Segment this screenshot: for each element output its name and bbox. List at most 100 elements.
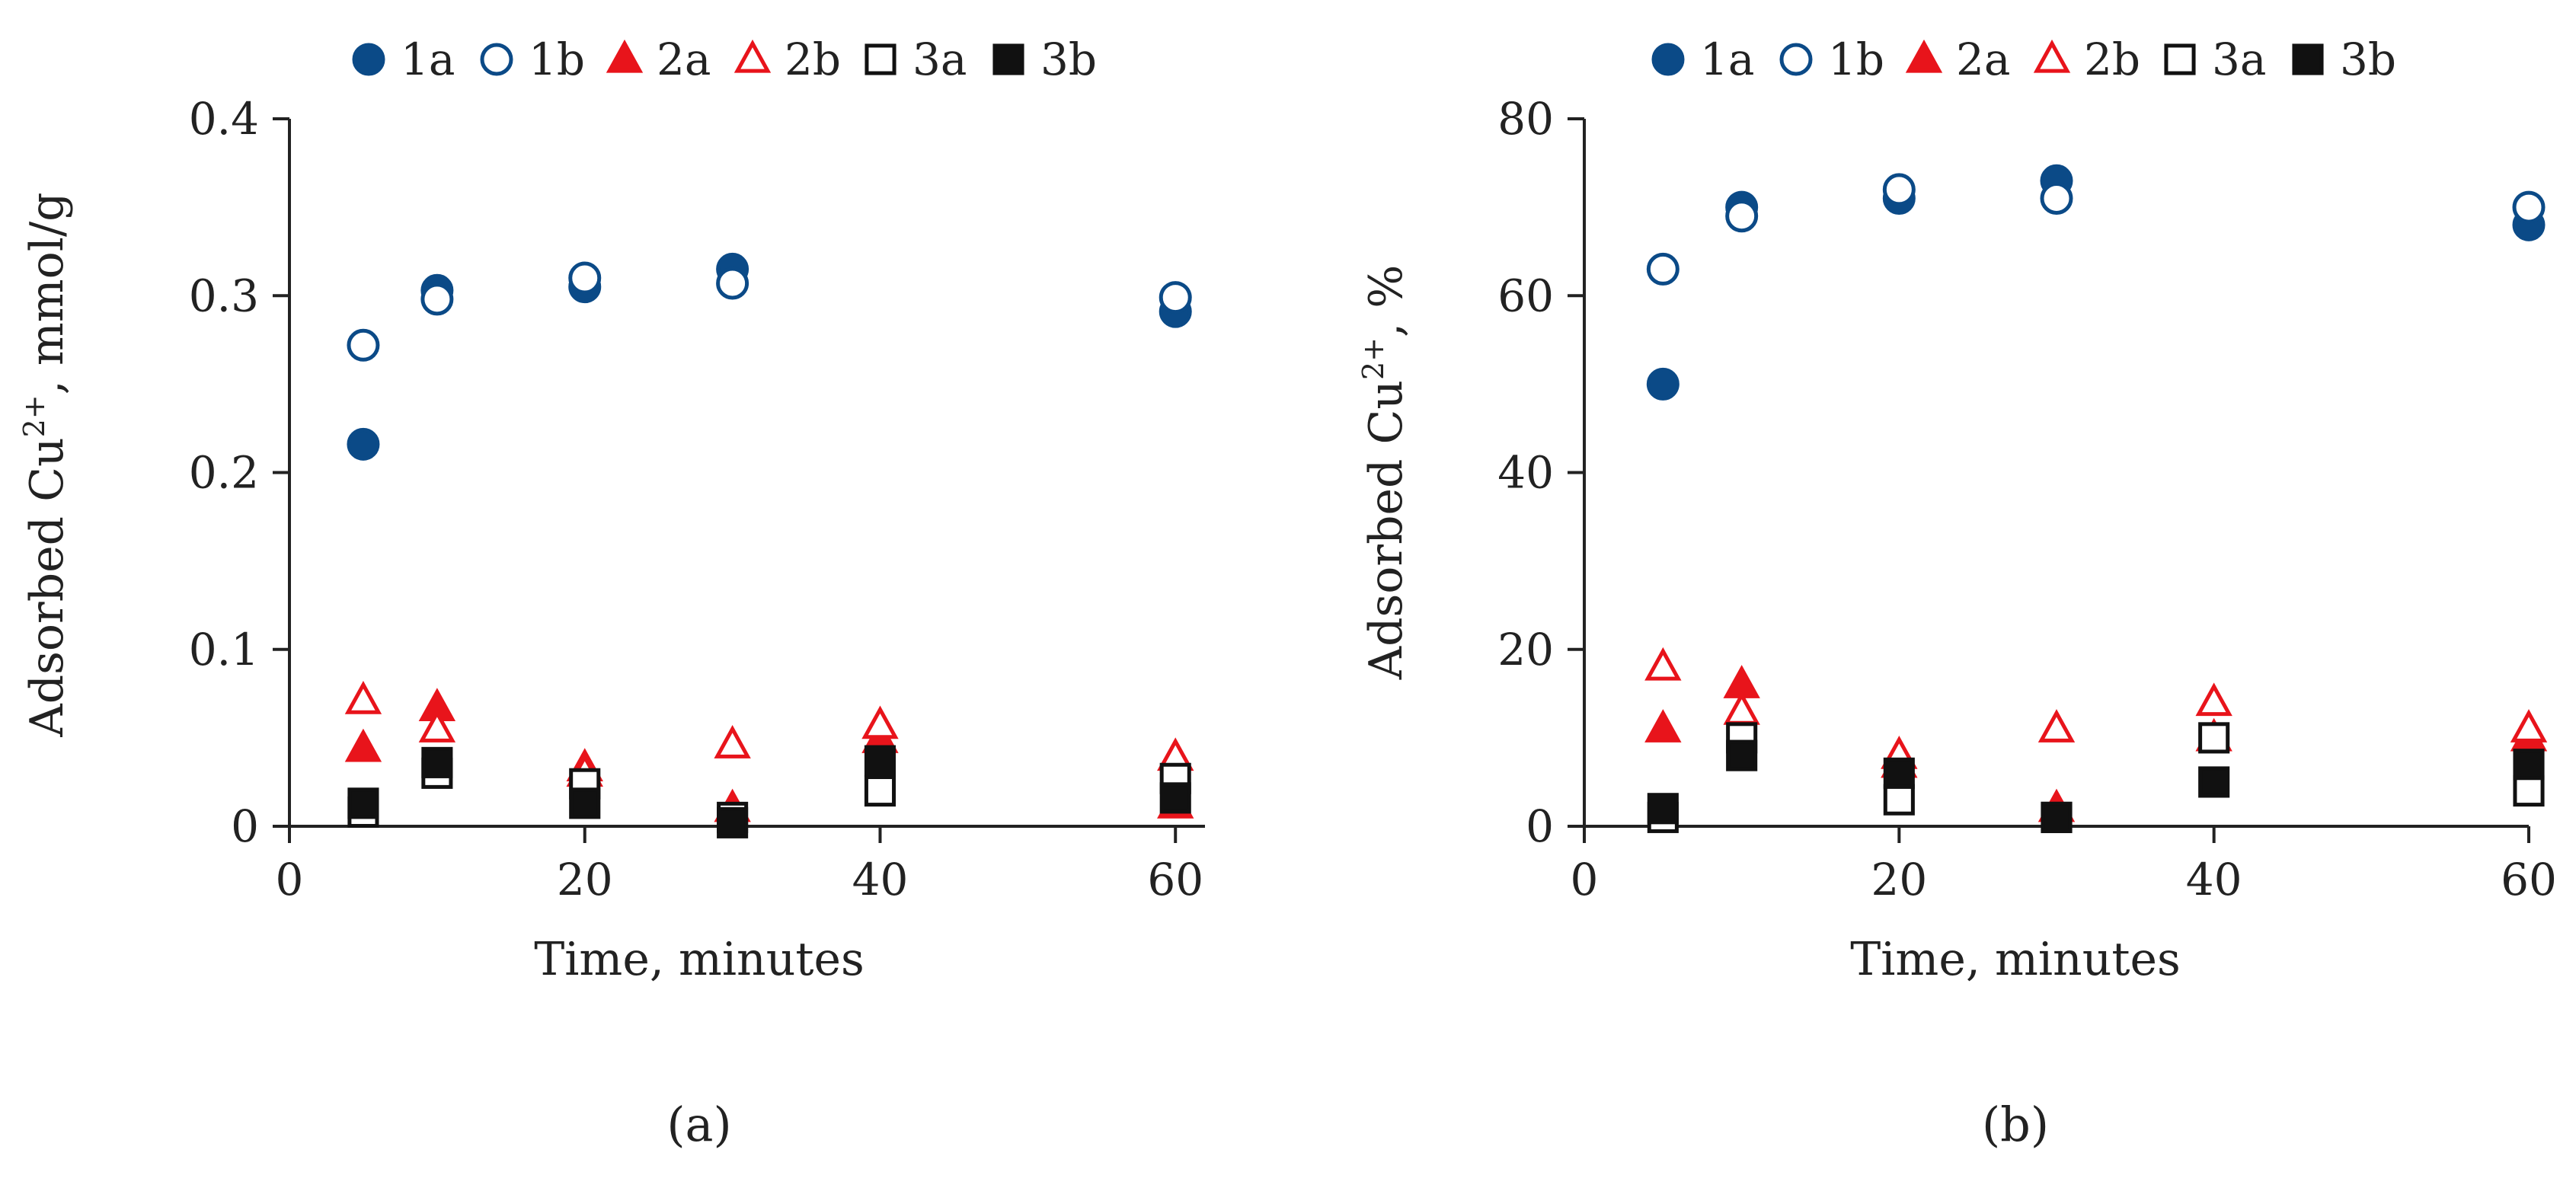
data-point-2b <box>2510 709 2548 742</box>
x-tick-label: 20 <box>1871 854 1927 905</box>
x-tick-label: 20 <box>557 854 613 905</box>
panel-label: (b) <box>1982 1097 2049 1152</box>
legend-label-3a: 3a <box>2212 34 2266 85</box>
data-point-1b <box>716 267 749 300</box>
x-tick-label: 0 <box>276 854 304 905</box>
legend-marker-3b <box>2292 43 2324 75</box>
legend: 1a 1b 2a 2b 3a 3b <box>352 34 1097 85</box>
data-point-1b <box>1159 281 1192 315</box>
data-point-3b <box>1726 739 1758 771</box>
legend-label-1b: 1b <box>529 34 585 85</box>
y-axis-label-unit: , % <box>1360 265 1413 337</box>
data-point-3b <box>421 746 453 778</box>
legend-label-2b: 2b <box>785 34 841 85</box>
legend: 1a 1b 2a 2b 3a 3b <box>1651 34 2396 85</box>
data-point-1b <box>2512 190 2546 224</box>
data-point-3b <box>717 806 749 838</box>
y-tick-label: 0.2 <box>189 447 259 499</box>
data-point-3a <box>2198 722 2230 754</box>
series-1b <box>347 261 1192 362</box>
series-3b <box>1647 739 2545 833</box>
data-point-2b <box>861 705 899 739</box>
data-point-2b <box>2195 682 2232 717</box>
data-point-3b <box>1159 782 1191 814</box>
data-point-1b <box>2040 182 2073 216</box>
data-point-3b <box>2513 749 2545 781</box>
legend-label-1a: 1a <box>401 34 455 85</box>
y-axis-label: Adsorbed Cu2+, mmol/g <box>18 192 74 737</box>
legend-marker-2b <box>2033 39 2071 73</box>
y-tick-label: 80 <box>1497 93 1554 145</box>
legend-label-3a: 3a <box>912 34 967 85</box>
data-point-1b <box>1882 173 1916 206</box>
legend-marker-3a <box>865 43 896 75</box>
y-tick-label: 40 <box>1497 447 1554 499</box>
data-point-2a <box>1644 709 1682 742</box>
series-2b <box>1644 647 2548 769</box>
legend-label-3b: 3b <box>1040 34 1097 85</box>
legend-label-3b: 3b <box>2340 34 2396 85</box>
y-axis-label-superscript: 2+ <box>18 394 51 437</box>
series-3a <box>347 757 1191 833</box>
data-point-2b <box>1644 647 1682 681</box>
y-tick-label: 0.3 <box>189 270 259 321</box>
series-1b <box>1646 173 2546 286</box>
series-3b <box>347 745 1191 838</box>
legend-marker-2a <box>606 39 644 73</box>
y-tick-label: 0 <box>231 800 259 852</box>
y-axis-label-main: Adsorbed Cu <box>21 437 74 737</box>
legend-marker-2a <box>1905 39 1943 73</box>
series-1a <box>1646 164 2546 401</box>
legend-marker-3a <box>2164 43 2196 75</box>
data-point-3b <box>1883 757 1915 789</box>
y-axis-label-main: Adsorbed Cu <box>1360 380 1413 680</box>
data-point-1b <box>568 261 602 295</box>
data-point-3a <box>2513 775 2545 807</box>
x-axis-label: Time, minutes <box>534 933 865 986</box>
data-point-2b <box>2037 709 2076 742</box>
legend-marker-1b <box>1779 43 1813 76</box>
y-tick-label: 0.1 <box>189 624 259 675</box>
data-point-3a <box>1883 784 1915 816</box>
x-tick-label: 0 <box>1571 854 1599 905</box>
data-point-1b <box>1646 252 1680 286</box>
data-point-3b <box>1647 793 1679 825</box>
series-2a <box>344 688 1194 822</box>
x-tick-label: 40 <box>852 854 909 905</box>
data-point-2b <box>714 725 751 758</box>
chart-panel-b: 0 20 40 60 80 0 20 40 60 Time, minutes Adsorbed Cu… <box>1357 34 2557 1152</box>
x-tick-label: 40 <box>2186 854 2242 905</box>
y-axis-label-superscript: 2+ <box>1357 337 1390 380</box>
legend-marker-2b <box>733 39 772 73</box>
data-point-1a <box>1646 367 1680 401</box>
y-tick-label: 0.4 <box>189 93 259 145</box>
legend-label-2a: 2a <box>657 34 711 85</box>
data-point-3b <box>864 745 896 777</box>
legend-marker-1a <box>1651 43 1685 76</box>
data-point-2b <box>1723 691 1760 725</box>
series-2a <box>1644 665 2548 822</box>
series-3a <box>1647 722 2545 833</box>
data-point-3b <box>347 787 379 819</box>
legend-label-2b: 2b <box>2084 34 2140 85</box>
data-point-3b <box>569 787 601 819</box>
series-2b <box>344 680 1194 787</box>
legend-marker-1a <box>352 43 385 76</box>
data-point-2b <box>344 680 382 714</box>
legend-label-1b: 1b <box>1828 34 1884 85</box>
legend-marker-3b <box>992 43 1024 75</box>
data-point-2b <box>418 709 456 742</box>
data-point-1a <box>347 427 380 461</box>
x-tick-label: 60 <box>1147 854 1203 905</box>
data-point-3b <box>2041 801 2073 833</box>
legend-marker-1b <box>480 43 513 76</box>
series-1a <box>347 252 1192 461</box>
data-point-3a <box>864 775 896 807</box>
data-point-1b <box>1725 200 1759 233</box>
legend-label-2a: 2a <box>1956 34 2010 85</box>
y-tick-label: 0 <box>1526 800 1554 852</box>
data-point-1b <box>420 283 454 316</box>
y-tick-label: 20 <box>1497 624 1554 675</box>
x-tick-label: 60 <box>2501 854 2557 905</box>
